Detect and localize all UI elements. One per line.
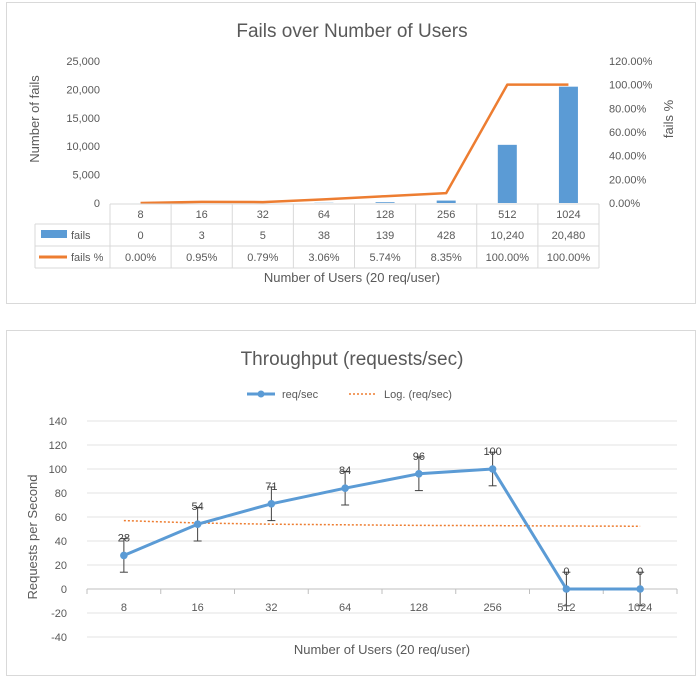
fails-y-tick-label: 10,000	[66, 141, 100, 153]
fails-y-tick-label: 20,000	[66, 84, 100, 96]
throughput-x-tick-label: 64	[339, 602, 351, 614]
throughput-x-axis-label: Number of Users (20 req/user)	[294, 642, 470, 657]
throughput-x-tick-label: 1024	[628, 602, 652, 614]
fails-percent-series-name: fails %	[71, 252, 104, 264]
fails-category-label: 16	[196, 209, 208, 221]
fails-y-axis-label: Number of fails	[27, 75, 42, 163]
fails-percent-value-cell: 100.00%	[547, 252, 591, 264]
throughput-y-tick-label: -20	[51, 608, 67, 620]
throughput-y-tick-label: 40	[55, 536, 67, 548]
req-sec-point	[341, 484, 349, 492]
fails-y2-tick-label: 80.00%	[609, 103, 647, 115]
throughput-y-tick-label: 100	[49, 464, 67, 476]
fails-y2-tick-label: 100.00%	[609, 80, 653, 92]
fails-category-label: 1024	[556, 209, 580, 221]
req-sec-point	[267, 500, 276, 508]
throughput-y-tick-label: 0	[61, 584, 67, 596]
fails-value-cell: 0	[138, 230, 144, 242]
req-sec-data-label: 100	[483, 446, 501, 458]
fails-percent-value-cell: 0.95%	[186, 252, 217, 264]
fails-value-cell: 3	[199, 230, 205, 242]
req-sec-data-label: 0	[637, 566, 643, 578]
fails-percent-value-cell: 5.74%	[369, 252, 400, 264]
fails-percent-value-cell: 3.06%	[308, 252, 339, 264]
req-sec-line	[123, 467, 641, 591]
req-sec-point	[415, 470, 423, 478]
log-trend-legend-label: Log. (req/sec)	[384, 389, 452, 401]
throughput-y-tick-label: 80	[55, 488, 67, 500]
req-sec-point	[193, 520, 202, 528]
req-sec-data-label: 28	[118, 532, 130, 544]
fails-category-label: 512	[498, 209, 516, 221]
fails-chart-panel: Fails over Number of Users 0 5,000 10,000 1…	[6, 2, 696, 304]
throughput-y-tick-label: 120	[49, 440, 67, 452]
fails-y2-tick-label: 0.00%	[609, 198, 640, 210]
fails-chart-title: Fails over Number of Users	[236, 21, 467, 42]
fails-percent-line	[140, 83, 569, 205]
req-sec-point	[488, 465, 497, 473]
req-sec-point	[636, 585, 644, 593]
fails-y2-tick-label: 40.00%	[609, 151, 647, 163]
throughput-x-tick-label: 256	[483, 602, 501, 614]
throughput-x-tick-label: 16	[192, 602, 204, 614]
req-sec-point	[562, 585, 571, 593]
req-sec-data-label: 96	[413, 451, 425, 463]
throughput-y-tick-label: -40	[51, 632, 67, 644]
req-sec-data-label: 84	[339, 465, 351, 477]
fails-category-label: 64	[318, 209, 330, 221]
fails-value-cell: 139	[376, 230, 394, 242]
throughput-x-tick-label: 8	[121, 602, 127, 614]
fails-y2-tick-label: 60.00%	[609, 127, 647, 139]
fails-x-axis-label: Number of Users (20 req/user)	[264, 270, 440, 285]
throughput-x-tick-label: 128	[410, 602, 428, 614]
fails-value-cell: 20,480	[552, 230, 586, 242]
throughput-chart-panel: Throughput (requests/sec) req/sec Log. (r…	[6, 330, 696, 676]
throughput-x-tick-label: 512	[557, 602, 575, 614]
fails-y-tick-label: 25,000	[66, 56, 100, 68]
fails-bar	[436, 200, 456, 203]
fails-category-label: 8	[138, 209, 144, 221]
fails-y-tick-label: 0	[94, 198, 100, 210]
fails-y-tick-label: 15,000	[66, 113, 100, 125]
fails-value-cell: 428	[437, 230, 455, 242]
fails-percent-value-cell: 0.79%	[247, 252, 278, 264]
fails-y-tick-label: 5,000	[72, 170, 100, 182]
fails-category-label: 256	[437, 209, 455, 221]
fails-chart-svg: Fails over Number of Users 0 5,000 10,000 1…	[27, 21, 676, 285]
fails-y2-axis-label: fails %	[661, 99, 676, 138]
fails-category-label: 128	[376, 209, 394, 221]
throughput-chart-title: Throughput (requests/sec)	[241, 349, 464, 370]
fails-value-cell: 5	[260, 230, 266, 242]
req-sec-data-label: 0	[563, 566, 569, 578]
fails-legend-key	[41, 230, 67, 238]
req-sec-data-label: 71	[265, 481, 277, 493]
fails-category-label: 32	[257, 209, 269, 221]
fails-y2-tick-label: 120.00%	[609, 56, 653, 68]
req-sec-legend-marker	[257, 390, 265, 398]
throughput-y-tick-label: 20	[55, 560, 67, 572]
fails-bar	[375, 202, 395, 203]
fails-value-cell: 10,240	[490, 230, 524, 242]
throughput-x-tick-label: 32	[265, 602, 277, 614]
fails-bar	[497, 144, 517, 203]
fails-value-cell: 38	[318, 230, 330, 242]
throughput-y-tick-label: 140	[49, 416, 67, 428]
fails-y2-tick-label: 20.00%	[609, 174, 647, 186]
req-sec-legend-label: req/sec	[282, 389, 319, 401]
throughput-chart-svg: Throughput (requests/sec) req/sec Log. (r…	[25, 349, 678, 657]
fails-series-name: fails	[71, 230, 91, 242]
fails-bar	[558, 86, 578, 203]
fails-percent-value-cell: 100.00%	[486, 252, 530, 264]
req-sec-point	[120, 551, 128, 560]
fails-percent-value-cell: 8.35%	[431, 252, 462, 264]
throughput-y-tick-label: 60	[55, 512, 67, 524]
fails-percent-value-cell: 0.00%	[125, 252, 156, 264]
req-sec-data-label: 54	[192, 501, 204, 513]
throughput-y-axis-label: Requests per Second	[25, 474, 40, 599]
